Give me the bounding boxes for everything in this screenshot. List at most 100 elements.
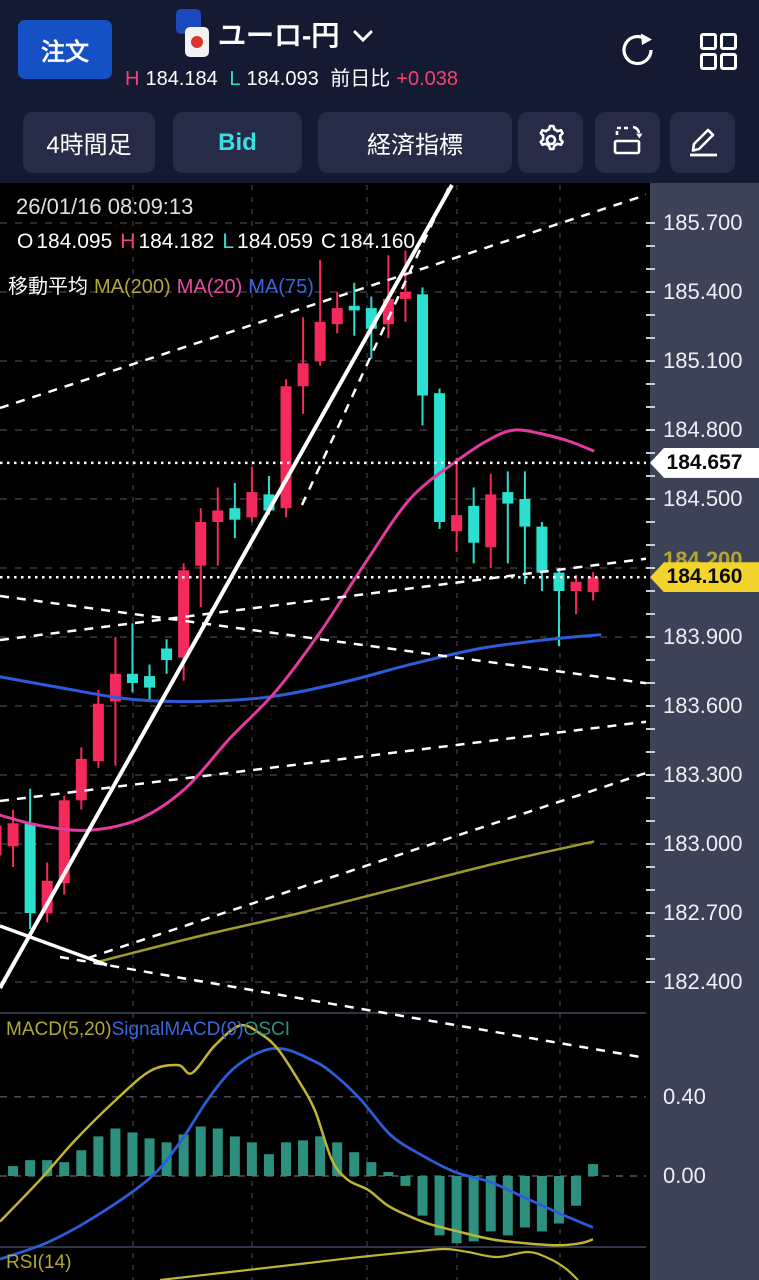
axis-tick <box>646 774 655 776</box>
pair-stats: H 184.184 L 184.093 前日比 +0.038 <box>125 62 464 91</box>
ohlc-readout: O 184.095 H 184.182 L 184.059 C 184.160 <box>17 230 423 254</box>
candle-body <box>75 758 87 801</box>
legend-item: MACD(9) <box>164 1019 244 1040</box>
axis-tick <box>646 682 655 684</box>
low-value: 184.093 <box>246 68 319 90</box>
osci-bar <box>553 1176 564 1224</box>
axis-tick <box>646 935 655 937</box>
ma200-line <box>98 840 595 963</box>
osci-bar <box>144 1138 155 1176</box>
candle-body <box>212 510 224 522</box>
macd-line <box>0 1023 594 1247</box>
price-axis[interactable]: 185.700 185.400 185.100 184.800 184.500 183.9… <box>646 183 759 1280</box>
refresh-icon[interactable] <box>618 30 658 70</box>
candle-body <box>485 494 497 548</box>
ma75-line <box>0 633 602 704</box>
candlestick-chart[interactable] <box>0 183 652 1280</box>
osci-bar <box>8 1166 19 1176</box>
candle-body <box>331 308 343 325</box>
apps-grid-icon[interactable] <box>700 33 740 71</box>
axis-tick <box>646 590 655 592</box>
chevron-down-icon[interactable] <box>352 28 374 44</box>
candle-body <box>399 292 411 299</box>
axis-price-label: 183.000 <box>663 831 743 856</box>
rsi-legend: RSI(14) <box>6 1252 71 1274</box>
order-button[interactable]: 注文 <box>18 20 112 79</box>
osci-bar <box>349 1152 360 1176</box>
axis-price-label: 182.700 <box>663 900 743 925</box>
osci-bar <box>178 1134 189 1176</box>
bid-ask-toggle[interactable]: Bid <box>173 112 302 173</box>
axis-tick <box>646 567 655 569</box>
trendline-dashed <box>87 769 652 960</box>
axis-price-label: 184.800 <box>663 417 743 442</box>
axis-tick <box>646 889 655 891</box>
osci-bar <box>332 1142 343 1176</box>
axis-tick <box>646 406 655 408</box>
axis-price-label: 185.400 <box>663 279 743 304</box>
osci-bar <box>281 1142 292 1176</box>
candle-body <box>570 581 582 591</box>
osci-bar <box>93 1136 104 1176</box>
jp-flag-icon <box>185 27 209 57</box>
osci-bar <box>229 1136 240 1176</box>
axis-tick <box>646 291 655 293</box>
candle-body <box>417 294 428 396</box>
osci-bar <box>383 1172 394 1176</box>
axis-tick <box>646 222 655 224</box>
osci-bar <box>298 1140 309 1176</box>
axis-tick <box>646 360 655 362</box>
axis-tick <box>646 958 655 960</box>
low-label: L <box>229 68 241 90</box>
osci-bar <box>315 1136 326 1176</box>
axis-tick <box>646 797 655 799</box>
osci-bar <box>451 1176 462 1244</box>
axis-price-label: 183.600 <box>663 693 743 718</box>
axis-price-label: 185.700 <box>663 210 743 235</box>
legend-item: MA(20) <box>176 276 243 298</box>
economic-calendar-button[interactable]: 経済指標 <box>318 112 512 173</box>
axis-tick <box>646 268 655 270</box>
ohlc-label: H <box>120 230 136 253</box>
timeframe-button[interactable]: 4時間足 <box>23 112 155 173</box>
candle-body <box>382 298 394 325</box>
candle-body <box>7 823 19 847</box>
draw-pencil-icon[interactable] <box>670 112 735 173</box>
candle-body <box>434 393 446 522</box>
trendline-dashed <box>300 184 452 506</box>
candle-body <box>587 577 599 593</box>
candle-body <box>348 305 360 311</box>
candle-body <box>229 508 241 520</box>
axis-tick <box>646 751 655 753</box>
osci-bar <box>110 1128 121 1176</box>
candle-body <box>126 673 138 683</box>
axis-price-label: 183.900 <box>663 624 743 649</box>
axis-price-label: 183.300 <box>663 762 743 787</box>
candle-body <box>263 494 275 511</box>
osci-bar <box>519 1176 530 1228</box>
axis-tick <box>646 866 655 868</box>
osci-bar <box>246 1142 257 1176</box>
axis-tick <box>646 498 655 500</box>
candle-body <box>24 823 36 913</box>
chart-switch-icon[interactable] <box>595 112 660 173</box>
ohlc-value: 184.059 <box>237 230 313 253</box>
candle-body <box>280 386 292 509</box>
candle-body <box>92 703 104 762</box>
ma-legend: 移動平均 MA(200) MA(20) MA(75) <box>8 270 320 299</box>
osci-bar <box>59 1162 70 1176</box>
axis-tick <box>646 521 655 523</box>
legend-item: MA(200) <box>94 276 171 298</box>
axis-tick <box>646 245 655 247</box>
ohlc-label: O <box>17 230 34 253</box>
axis-tick <box>646 452 655 454</box>
legend-item: MACD(5,20) <box>6 1019 112 1040</box>
candle-body <box>519 499 531 527</box>
axis-tick <box>646 613 655 615</box>
osci-bar <box>76 1150 87 1176</box>
candle-body <box>553 572 565 591</box>
settings-gear-icon[interactable] <box>518 112 583 173</box>
axis-tick <box>646 659 655 661</box>
trendline-dashed <box>0 719 652 803</box>
pair-title[interactable]: ユーロ-円 <box>218 20 340 51</box>
